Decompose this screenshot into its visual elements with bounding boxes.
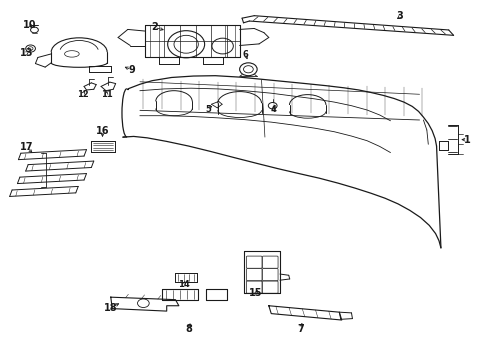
Text: 10: 10 xyxy=(23,19,36,30)
Text: 2: 2 xyxy=(151,22,158,32)
FancyBboxPatch shape xyxy=(262,281,278,293)
FancyBboxPatch shape xyxy=(262,256,278,268)
Text: 17: 17 xyxy=(20,142,33,152)
FancyBboxPatch shape xyxy=(262,269,278,281)
Text: 7: 7 xyxy=(296,324,303,334)
Text: 16: 16 xyxy=(96,126,109,136)
Text: 15: 15 xyxy=(249,288,263,298)
Text: 1: 1 xyxy=(463,135,469,145)
Text: 3: 3 xyxy=(396,12,403,21)
FancyBboxPatch shape xyxy=(246,256,262,268)
Text: 18: 18 xyxy=(104,302,117,312)
Text: 11: 11 xyxy=(101,90,112,99)
Text: 4: 4 xyxy=(270,105,276,114)
Text: 6: 6 xyxy=(242,50,248,59)
Text: 14: 14 xyxy=(178,280,189,289)
Text: 12: 12 xyxy=(77,90,88,99)
FancyBboxPatch shape xyxy=(246,281,262,293)
FancyBboxPatch shape xyxy=(246,269,262,281)
Text: 13: 13 xyxy=(20,48,33,58)
Text: 8: 8 xyxy=(185,324,192,334)
Text: 9: 9 xyxy=(128,65,135,75)
Text: 5: 5 xyxy=(204,105,210,114)
